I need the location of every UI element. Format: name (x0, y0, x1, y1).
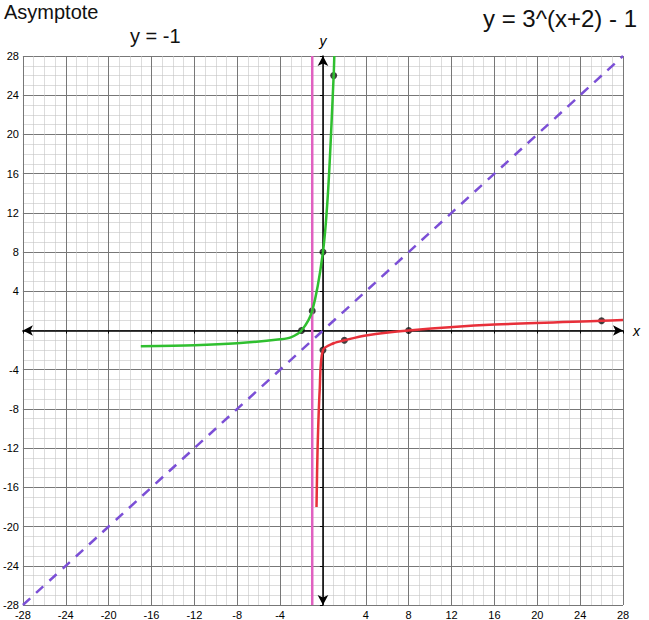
svg-text:24: 24 (574, 609, 586, 620)
svg-text:-12: -12 (186, 609, 202, 620)
svg-text:Asymptote: Asymptote (4, 1, 98, 23)
svg-text:28: 28 (617, 609, 629, 620)
svg-text:-20: -20 (101, 609, 117, 620)
svg-text:-24: -24 (3, 560, 19, 572)
svg-text:8: 8 (406, 609, 412, 620)
svg-text:-24: -24 (58, 609, 74, 620)
svg-text:12: 12 (7, 207, 19, 219)
svg-text:24: 24 (7, 89, 19, 101)
svg-text:-28: -28 (3, 599, 19, 611)
svg-text:y = -1: y = -1 (130, 25, 181, 47)
svg-text:y: y (318, 33, 327, 49)
svg-text:-8: -8 (232, 609, 242, 620)
svg-text:-20: -20 (3, 521, 19, 533)
svg-text:28: 28 (7, 50, 19, 62)
svg-text:-4: -4 (275, 609, 285, 620)
svg-text:x: x (632, 323, 641, 339)
svg-text:-8: -8 (9, 403, 19, 415)
svg-text:-16: -16 (144, 609, 160, 620)
svg-text:20: 20 (7, 128, 19, 140)
svg-text:12: 12 (445, 609, 457, 620)
svg-text:y = 3^(x+2) - 1: y = 3^(x+2) - 1 (483, 5, 637, 32)
svg-text:-28: -28 (15, 609, 31, 620)
svg-text:-16: -16 (3, 481, 19, 493)
svg-text:-12: -12 (3, 442, 19, 454)
svg-text:16: 16 (488, 609, 500, 620)
svg-text:4: 4 (13, 285, 19, 297)
svg-text:8: 8 (13, 246, 19, 258)
svg-text:20: 20 (531, 609, 543, 620)
svg-text:16: 16 (7, 168, 19, 180)
svg-text:-4: -4 (9, 364, 19, 376)
svg-text:4: 4 (363, 609, 369, 620)
